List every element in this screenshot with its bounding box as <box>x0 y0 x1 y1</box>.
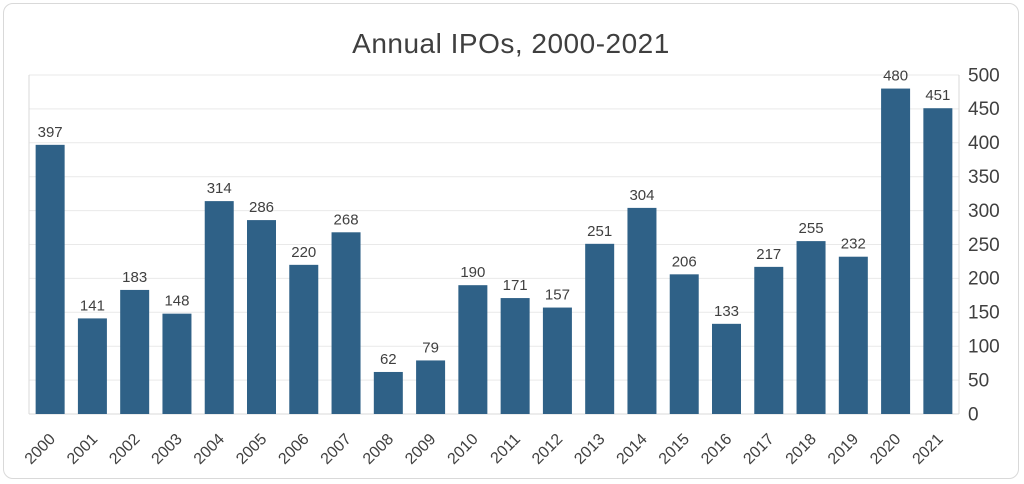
x-tick-label: 2018 <box>783 431 820 468</box>
x-tick-label: 2012 <box>529 431 566 468</box>
bar <box>712 323 741 414</box>
bar <box>627 207 657 414</box>
bar <box>542 307 572 414</box>
bar <box>247 220 276 414</box>
bar-value-label: 171 <box>503 277 528 294</box>
bar-value-label: 232 <box>841 236 866 253</box>
x-tick-label: 2015 <box>656 431 693 468</box>
bar <box>373 371 403 414</box>
bar-value-label: 251 <box>587 223 612 240</box>
bar-value-label: 157 <box>545 287 570 304</box>
bar <box>289 264 319 414</box>
bar-value-label: 314 <box>207 180 232 197</box>
bar <box>120 289 150 414</box>
x-tick-label: 2004 <box>191 431 228 468</box>
bar <box>162 313 192 414</box>
bar <box>416 360 446 414</box>
x-tick-label: 2019 <box>825 431 862 468</box>
x-tick-label: 2010 <box>445 431 482 468</box>
bar-value-label: 480 <box>883 68 908 85</box>
y-tick-label: 450 <box>968 99 1000 120</box>
x-tick-label: 2005 <box>233 431 270 468</box>
bar <box>754 266 784 414</box>
bar <box>458 285 488 414</box>
bar-value-label: 217 <box>756 246 781 263</box>
x-tick-label: 2014 <box>614 431 651 468</box>
x-tick-label: 2002 <box>106 431 143 468</box>
bar-value-label: 397 <box>38 124 63 141</box>
x-tick-label: 2021 <box>910 431 947 468</box>
bar <box>923 108 953 415</box>
bar-value-label: 451 <box>925 87 950 104</box>
bar <box>796 241 826 414</box>
bar <box>585 243 615 414</box>
x-tick-label: 2000 <box>22 431 59 468</box>
y-tick-label: 50 <box>968 370 989 391</box>
x-tick-label: 2011 <box>488 431 524 467</box>
y-tick-label: 150 <box>968 303 1000 324</box>
x-tick-label: 2006 <box>275 431 312 468</box>
value-labels-group: 397 141 183 148 314 286 220 268 62 79 190 171 157 251… <box>38 68 951 368</box>
x-tick-label: 2009 <box>402 431 439 468</box>
bar-value-label: 183 <box>122 269 147 286</box>
bar <box>331 232 361 414</box>
bar-value-label: 206 <box>672 253 697 270</box>
x-tick-label: 2017 <box>740 431 777 468</box>
bar <box>77 318 107 414</box>
bars-group <box>35 88 953 415</box>
bar <box>838 256 868 414</box>
bar-value-label: 286 <box>249 199 274 216</box>
bar <box>669 274 699 414</box>
bar-value-label: 79 <box>422 339 439 356</box>
bar-value-label: 62 <box>380 351 397 368</box>
bar <box>35 144 65 415</box>
bar-value-label: 133 <box>714 303 739 320</box>
bar-value-label: 190 <box>460 264 485 281</box>
y-tick-label: 0 <box>968 404 979 425</box>
x-tick-label: 2001 <box>64 431 101 468</box>
bar-value-label: 268 <box>334 211 359 228</box>
x-tick-label: 2013 <box>571 431 608 468</box>
x-tick-label: 2016 <box>698 431 735 468</box>
bar-value-label: 255 <box>799 220 824 237</box>
x-tick-label: 2003 <box>149 431 186 468</box>
x-tick-label: 2008 <box>360 431 397 468</box>
x-axis-labels-group: 2000 2001 2002 2003 2004 2005 2006 2007 2008 2009… <box>22 431 947 468</box>
y-axis-labels-group: 0 50 100 150 200 250 300 350 400 450 500 <box>968 65 1000 425</box>
bar-value-label: 148 <box>164 293 189 310</box>
y-tick-label: 100 <box>968 336 1000 357</box>
bar <box>204 201 234 414</box>
chart-title: Annual IPOs, 2000-2021 <box>352 28 670 59</box>
y-tick-label: 300 <box>968 201 1000 222</box>
x-tick-label: 2007 <box>318 431 355 468</box>
bar <box>500 298 530 414</box>
y-tick-label: 400 <box>968 133 1000 154</box>
y-tick-label: 200 <box>968 269 1000 290</box>
y-tick-label: 350 <box>968 167 1000 188</box>
y-tick-label: 250 <box>968 235 1000 256</box>
bar-value-label: 220 <box>291 244 316 261</box>
x-tick-label: 2020 <box>867 431 904 468</box>
bar <box>881 88 911 414</box>
bar-value-label: 304 <box>629 187 654 204</box>
y-tick-label: 500 <box>968 65 1000 86</box>
bar-value-label: 141 <box>80 297 105 314</box>
